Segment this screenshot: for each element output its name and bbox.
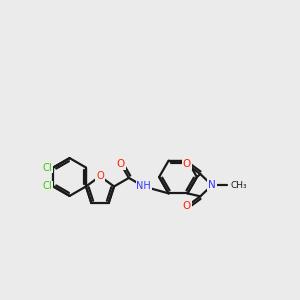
Text: Cl: Cl — [42, 163, 52, 172]
Text: N: N — [208, 180, 216, 190]
Text: O: O — [183, 201, 191, 211]
Text: O: O — [183, 159, 191, 169]
Text: O: O — [96, 171, 104, 181]
Text: CH₃: CH₃ — [230, 181, 247, 190]
Text: O: O — [117, 159, 125, 169]
Text: NH: NH — [136, 182, 151, 191]
Text: Cl: Cl — [42, 182, 52, 191]
